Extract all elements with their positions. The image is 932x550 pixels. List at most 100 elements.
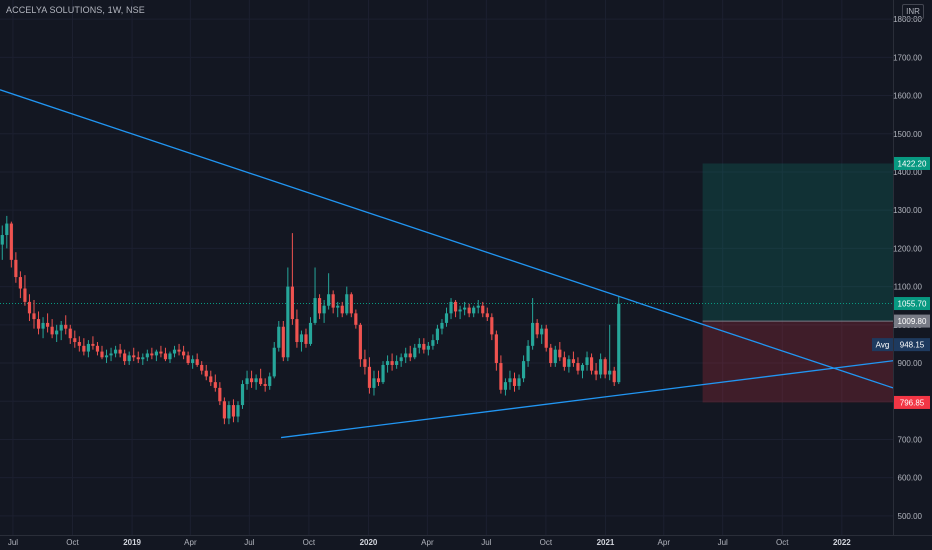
- candle[interactable]: [385, 355, 390, 373]
- candle[interactable]: [413, 343, 417, 360]
- candle[interactable]: [336, 301, 340, 318]
- candle[interactable]: [259, 368, 263, 386]
- candle[interactable]: [404, 347, 408, 364]
- candle[interactable]: [163, 347, 168, 362]
- candle[interactable]: [512, 372, 517, 392]
- candle[interactable]: [395, 355, 399, 369]
- candle[interactable]: [268, 372, 272, 390]
- candle[interactable]: [277, 321, 281, 352]
- candle[interactable]: [41, 317, 45, 339]
- candle[interactable]: [331, 290, 335, 314]
- candle[interactable]: [118, 343, 122, 358]
- candle[interactable]: [95, 342, 100, 356]
- candle[interactable]: [367, 357, 372, 394]
- candle[interactable]: [549, 343, 553, 367]
- trendlines[interactable]: [0, 89, 894, 439]
- candle[interactable]: [517, 374, 521, 390]
- candle[interactable]: [132, 347, 136, 362]
- candle[interactable]: [209, 370, 213, 386]
- candle[interactable]: [254, 374, 258, 390]
- candle[interactable]: [114, 345, 118, 358]
- candle[interactable]: [390, 353, 394, 371]
- candle[interactable]: [435, 324, 440, 344]
- candle[interactable]: [490, 313, 494, 341]
- candle[interactable]: [272, 342, 276, 379]
- candle[interactable]: [426, 342, 430, 356]
- candle[interactable]: [36, 311, 41, 335]
- candle[interactable]: [172, 345, 177, 358]
- symbol-title[interactable]: ACCELYA SOLUTIONS, 1W, NSE: [6, 5, 145, 15]
- candle[interactable]: [154, 349, 158, 362]
- candle[interactable]: [467, 303, 471, 318]
- candle[interactable]: [64, 315, 68, 335]
- candle[interactable]: [240, 380, 245, 409]
- position-profit-zone[interactable]: [702, 163, 893, 322]
- candle[interactable]: [77, 336, 81, 352]
- candle[interactable]: [73, 330, 77, 348]
- candle[interactable]: [476, 299, 480, 314]
- candle[interactable]: [68, 324, 72, 344]
- candle[interactable]: [458, 305, 462, 320]
- candle[interactable]: [295, 309, 299, 348]
- candle[interactable]: [580, 363, 585, 379]
- candle[interactable]: [612, 366, 616, 386]
- candle[interactable]: [100, 345, 104, 360]
- candle[interactable]: [91, 336, 95, 350]
- candle[interactable]: [440, 319, 444, 335]
- candle[interactable]: [599, 353, 603, 379]
- candle[interactable]: [408, 345, 412, 362]
- candle[interactable]: [281, 321, 285, 362]
- candle[interactable]: [358, 322, 362, 367]
- candle[interactable]: [540, 324, 544, 344]
- candle[interactable]: [263, 378, 267, 392]
- candle[interactable]: [594, 363, 598, 381]
- trendline[interactable]: [280, 360, 894, 439]
- candle[interactable]: [308, 317, 313, 346]
- candle[interactable]: [399, 353, 403, 367]
- candle[interactable]: [422, 338, 426, 354]
- candle[interactable]: [603, 357, 607, 379]
- candle[interactable]: [236, 401, 240, 423]
- candle[interactable]: [186, 351, 190, 365]
- candle[interactable]: [485, 307, 489, 321]
- candle[interactable]: [617, 296, 621, 385]
- candle[interactable]: [0, 225, 4, 260]
- candle[interactable]: [204, 364, 208, 381]
- candle[interactable]: [159, 345, 163, 358]
- candle[interactable]: [127, 351, 131, 365]
- candle[interactable]: [544, 324, 548, 352]
- candle[interactable]: [32, 299, 36, 329]
- candle[interactable]: [181, 345, 186, 360]
- candle[interactable]: [535, 319, 539, 339]
- candle[interactable]: [46, 313, 50, 333]
- candle[interactable]: [227, 401, 231, 425]
- candle[interactable]: [82, 338, 86, 356]
- candle[interactable]: [145, 349, 149, 362]
- candle[interactable]: [317, 294, 322, 320]
- candle[interactable]: [531, 298, 535, 350]
- candle[interactable]: [109, 347, 113, 362]
- candle[interactable]: [222, 397, 226, 425]
- candle[interactable]: [553, 345, 557, 367]
- candle[interactable]: [576, 357, 580, 375]
- candle[interactable]: [50, 319, 54, 339]
- candle[interactable]: [521, 355, 526, 383]
- candle[interactable]: [463, 301, 467, 316]
- currency-badge[interactable]: INR: [902, 4, 924, 19]
- candle[interactable]: [503, 378, 508, 396]
- candle[interactable]: [59, 321, 63, 341]
- candle[interactable]: [381, 361, 385, 385]
- candle[interactable]: [299, 330, 304, 352]
- candle[interactable]: [27, 294, 32, 321]
- candle[interactable]: [195, 353, 199, 367]
- candle[interactable]: [218, 382, 222, 406]
- candle[interactable]: [55, 324, 59, 343]
- candle[interactable]: [104, 349, 109, 364]
- candle[interactable]: [481, 301, 485, 318]
- candle[interactable]: [14, 252, 18, 283]
- candle[interactable]: [453, 299, 458, 318]
- candle[interactable]: [444, 307, 449, 327]
- candle[interactable]: [449, 298, 453, 320]
- candle[interactable]: [168, 351, 172, 364]
